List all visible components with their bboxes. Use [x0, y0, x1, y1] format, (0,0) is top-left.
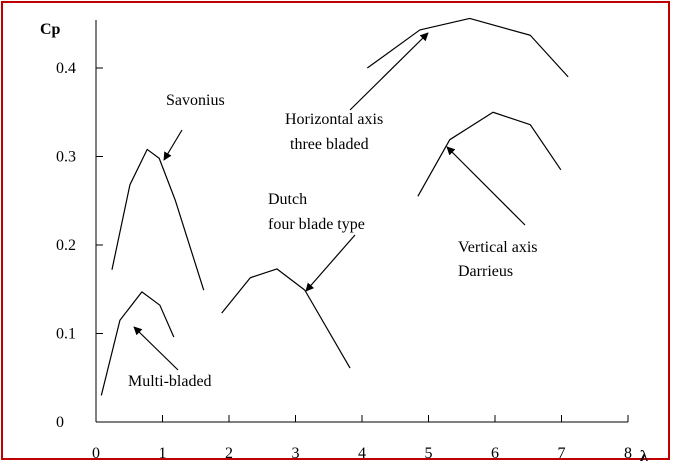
y-tick-label: 0	[56, 414, 64, 431]
x-tick-label: 8	[624, 445, 632, 462]
annotation: Dutch	[268, 191, 307, 208]
curve	[221, 268, 351, 369]
curve	[417, 111, 562, 197]
annotation: Vertical axis	[458, 239, 538, 256]
y-tick-label: 0.3	[56, 149, 76, 166]
x-tick-label: 6	[491, 445, 499, 462]
y-tick-label: 0.1	[56, 326, 76, 343]
annotation: Multi-bladed	[128, 373, 212, 390]
annotation: four blade type	[268, 216, 365, 233]
curve	[366, 17, 569, 78]
curve	[111, 148, 205, 291]
arrow	[305, 234, 356, 292]
x-tick-label: 0	[92, 445, 100, 462]
x-tick-label: 1	[159, 445, 167, 462]
x-tick-label: 4	[358, 445, 366, 462]
y-tick-label: 0.2	[56, 237, 76, 254]
x-axis-label: λ	[640, 448, 648, 463]
x-tick-label: 5	[425, 445, 433, 462]
annotation: three bladed	[290, 136, 369, 153]
annotation: Horizontal axis	[285, 111, 383, 128]
annotation: Darrieus	[458, 263, 513, 280]
annotation: Savonius	[166, 92, 225, 109]
x-tick-label: 3	[292, 445, 300, 462]
arrow	[349, 32, 429, 111]
x-tick-label: 7	[558, 445, 566, 462]
arrow	[163, 129, 183, 161]
y-tick-label: 0.4	[56, 60, 76, 77]
curve	[100, 291, 175, 396]
y-axis-label: Cp	[40, 21, 61, 38]
arrow	[133, 326, 179, 371]
x-tick-label: 2	[225, 445, 233, 462]
arrow	[446, 146, 526, 226]
